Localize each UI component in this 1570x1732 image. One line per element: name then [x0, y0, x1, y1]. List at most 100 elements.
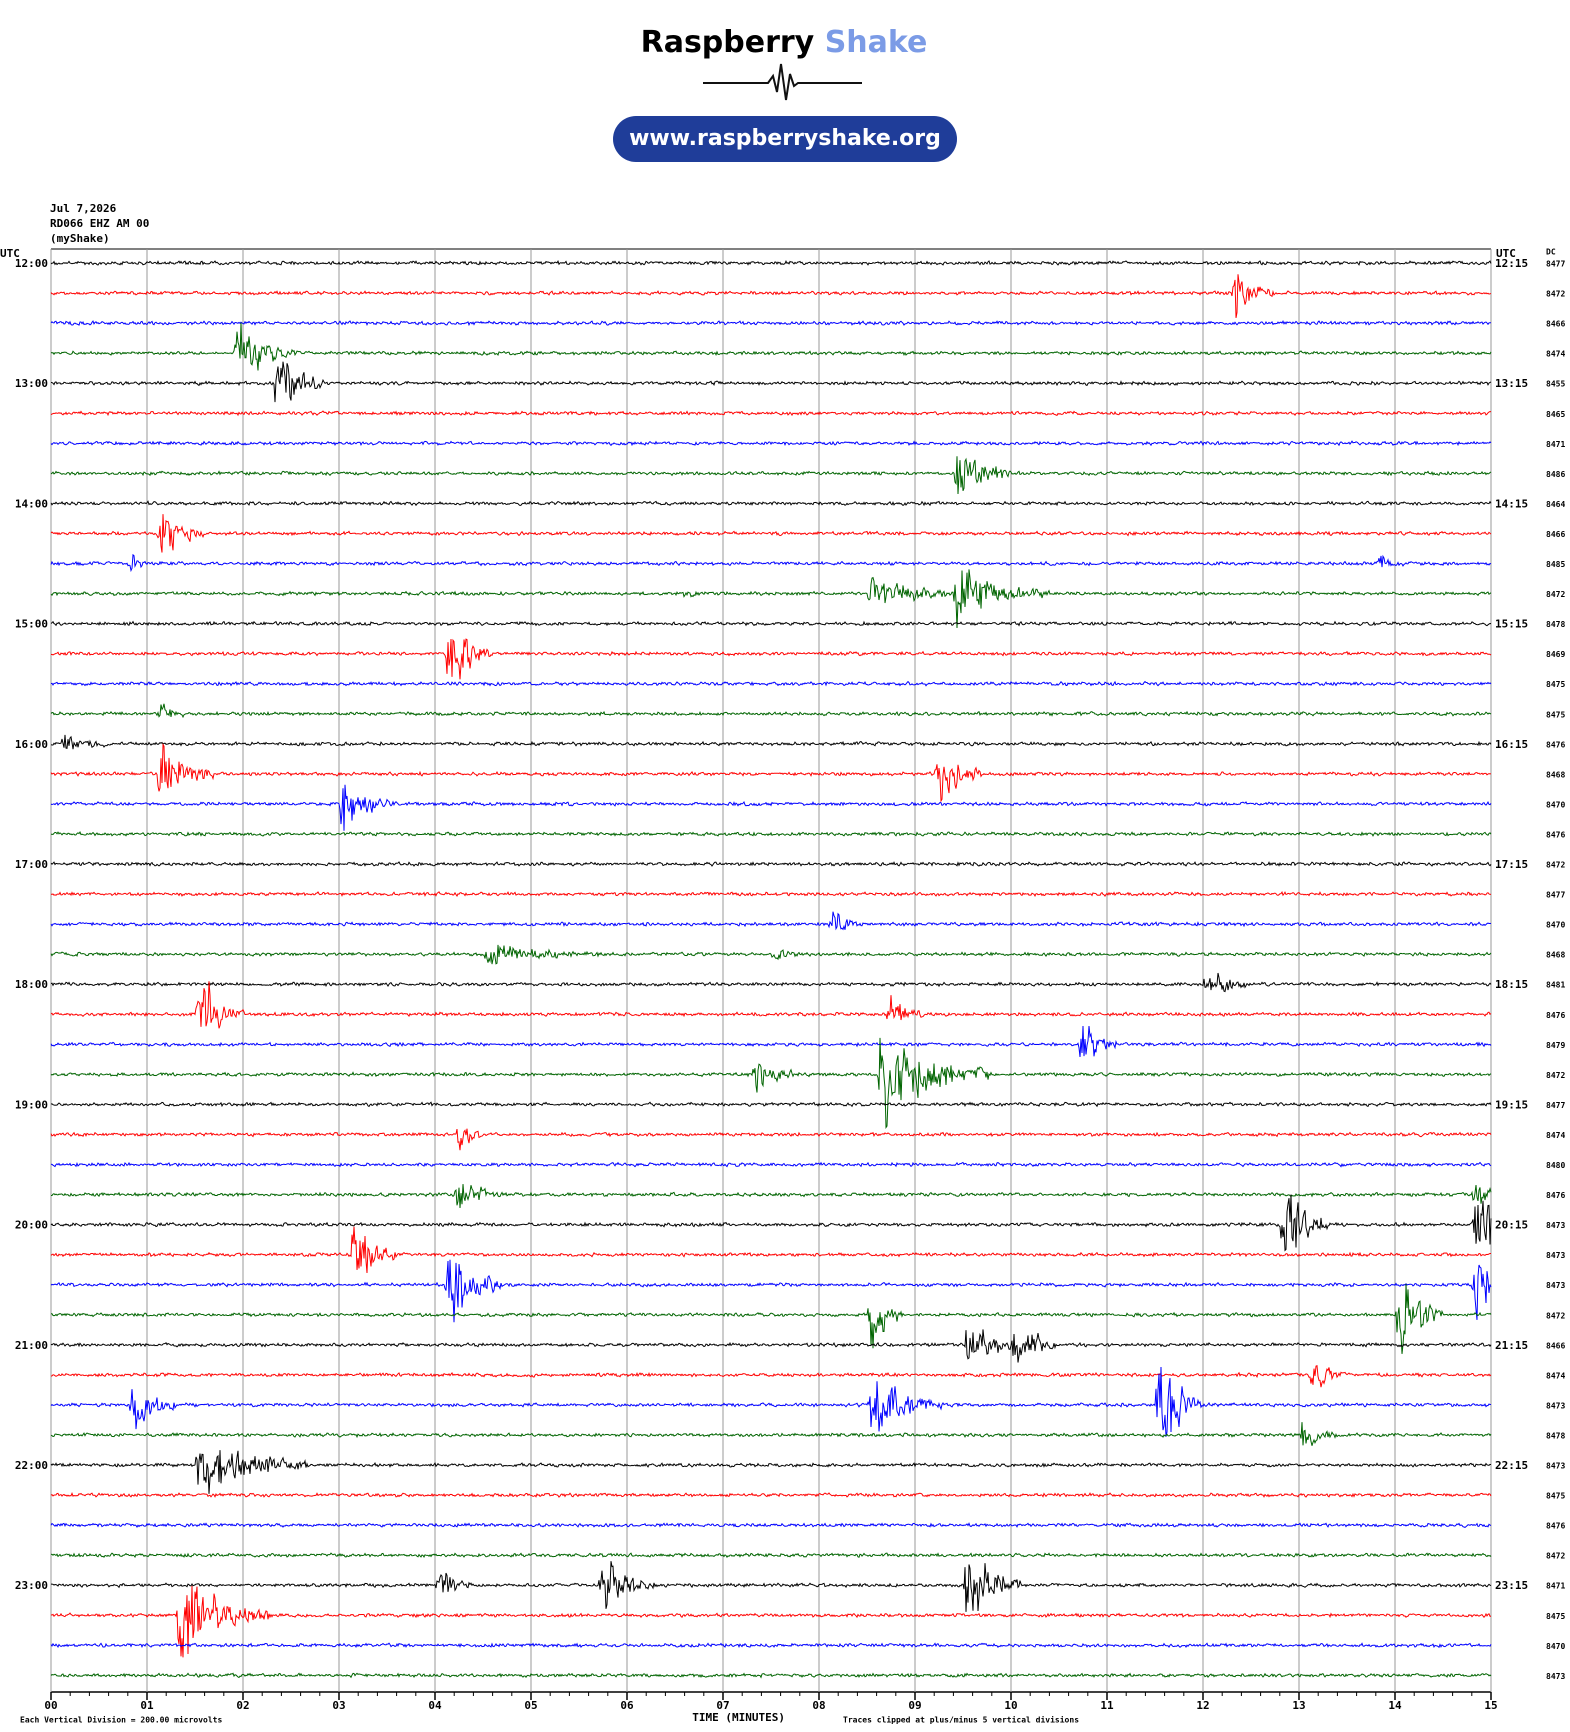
- left-time-label: 20:00: [15, 1219, 48, 1232]
- dc-value: 8472: [1546, 861, 1565, 870]
- dc-value: 8471: [1546, 1582, 1565, 1591]
- dc-value: 8473: [1546, 1251, 1565, 1260]
- x-tick-label: 09: [908, 1699, 921, 1712]
- x-tick-label: 15: [1484, 1699, 1497, 1712]
- dc-value: 8476: [1546, 830, 1565, 839]
- dc-value: 8469: [1546, 650, 1565, 659]
- trace: [50, 1672, 1492, 1679]
- trace: [50, 1552, 1492, 1559]
- trace: [50, 944, 1492, 965]
- trace: [50, 703, 1492, 719]
- dc-value: 8474: [1546, 1371, 1565, 1380]
- trace: [50, 1329, 1492, 1363]
- url-pill: [613, 116, 957, 162]
- dc-value: 8475: [1546, 680, 1565, 689]
- dc-value: 8466: [1546, 530, 1565, 539]
- trace: [50, 1101, 1492, 1108]
- x-tick-label: 03: [332, 1699, 345, 1712]
- left-time-label: 22:00: [15, 1459, 48, 1472]
- trace: [50, 514, 1492, 553]
- clip-note: Traces clipped at plus/minus 5 vertical …: [843, 1715, 1079, 1725]
- right-time-label: 18:15: [1495, 978, 1528, 991]
- trace: [50, 1422, 1492, 1446]
- x-tick-label: 04: [428, 1699, 442, 1712]
- dc-value: 8472: [1546, 1552, 1565, 1561]
- dc-value: 8485: [1546, 560, 1565, 569]
- dc-value: 8473: [1546, 1221, 1565, 1230]
- trace: [50, 569, 1492, 629]
- url: www.raspberryshake.org: [629, 126, 941, 151]
- dc-value: 8464: [1546, 500, 1565, 509]
- right-time-label: 21:15: [1495, 1339, 1528, 1352]
- trace: [50, 680, 1492, 687]
- x-axis-label: TIME (MINUTES): [692, 1711, 785, 1724]
- dc-value: 8471: [1546, 440, 1565, 449]
- dc-value: 8472: [1546, 1071, 1565, 1080]
- x-tick-label: 12: [1196, 1699, 1209, 1712]
- trace: [50, 972, 1492, 993]
- dc-label: DC: [1546, 248, 1556, 257]
- source: (myShake): [50, 232, 110, 245]
- dc-value: 8468: [1546, 770, 1565, 779]
- dc-value: 8475: [1546, 1612, 1565, 1621]
- brand-second: Shake: [825, 25, 928, 60]
- trace: [50, 456, 1492, 495]
- left-axis-label: UTC: [0, 247, 20, 260]
- dc-value: 8472: [1546, 290, 1565, 299]
- left-time-label: 17:00: [15, 858, 48, 871]
- logo: Raspberry Shake www.raspberryshake.org: [613, 25, 957, 162]
- trace: [50, 620, 1492, 627]
- trace: [50, 500, 1492, 507]
- dc-value: 8479: [1546, 1041, 1565, 1050]
- logo-squiggle: [703, 63, 862, 101]
- left-time-label: 13:00: [15, 377, 48, 390]
- dc-value: 8475: [1546, 1492, 1565, 1501]
- right-time-label: 16:15: [1495, 738, 1528, 751]
- dc-value: 8473: [1546, 1672, 1565, 1681]
- left-time-label: 19:00: [15, 1098, 48, 1111]
- x-tick-label: 10: [1004, 1699, 1017, 1712]
- dc-value: 8478: [1546, 1431, 1565, 1440]
- trace: [50, 734, 1492, 750]
- dc-value: 8474: [1546, 1131, 1565, 1140]
- dc-value: 8480: [1546, 1161, 1565, 1170]
- x-tick-label: 08: [812, 1699, 825, 1712]
- trace: [50, 1522, 1492, 1528]
- dc-value: 8466: [1546, 1341, 1565, 1350]
- x-tick-label: 02: [236, 1699, 249, 1712]
- trace: [50, 1025, 1492, 1058]
- dc-value: 8477: [1546, 1101, 1565, 1110]
- trace: [50, 553, 1492, 573]
- station: RD066 EHZ AM 00: [50, 217, 149, 230]
- trace: [50, 259, 1492, 266]
- dc-value: 8476: [1546, 1522, 1565, 1531]
- dc-value: 8473: [1546, 1462, 1565, 1471]
- trace: [51, 831, 1492, 837]
- trace: [50, 743, 1492, 803]
- dc-value: 8473: [1546, 1281, 1565, 1290]
- date: Jul 7,2026: [50, 202, 117, 215]
- trace: [50, 861, 1492, 867]
- dc-value: 8468: [1546, 951, 1565, 960]
- dc-value: 8481: [1546, 981, 1565, 990]
- trace: [50, 1585, 1491, 1658]
- right-axis-label: UTC: [1496, 247, 1516, 260]
- dc-value: 8477: [1546, 891, 1565, 900]
- trace: [51, 1561, 1492, 1612]
- left-time-label: 18:00: [15, 978, 48, 991]
- right-time-label: 15:15: [1495, 618, 1528, 631]
- right-time-label: 13:15: [1495, 377, 1528, 390]
- trace: [50, 1037, 1492, 1130]
- trace: [50, 1161, 1492, 1168]
- dc-value: 8474: [1546, 350, 1565, 359]
- trace: [50, 784, 1492, 831]
- right-time-label: 17:15: [1495, 858, 1528, 871]
- right-time-label: 20:15: [1495, 1219, 1528, 1232]
- x-tick-label: 11: [1100, 1699, 1114, 1712]
- right-time-label: 19:15: [1495, 1098, 1528, 1111]
- trace: [50, 1226, 1491, 1274]
- dc-value: 8465: [1546, 410, 1565, 419]
- trace: [50, 1642, 1492, 1649]
